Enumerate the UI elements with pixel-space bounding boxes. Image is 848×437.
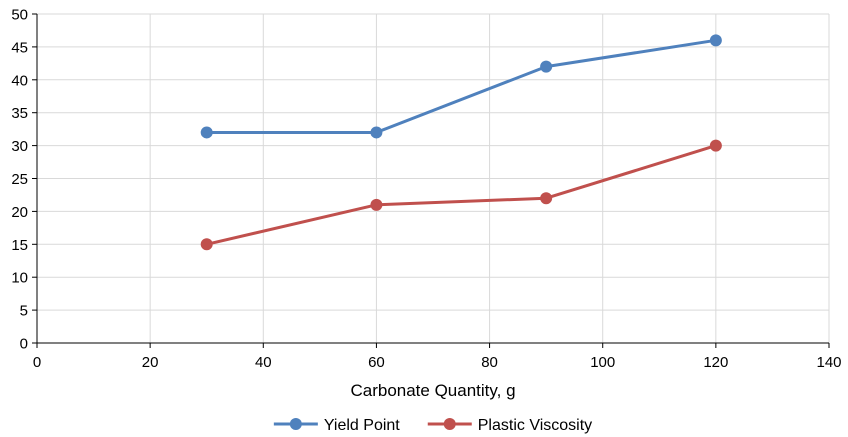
- plastic-viscosity-series-line: [206, 144, 717, 246]
- plastic-viscosity-data-point: [200, 238, 213, 251]
- plastic-viscosity-data-point: [709, 139, 722, 152]
- grid-lines: [37, 13, 830, 343]
- y-tick-label: 35: [11, 105, 28, 122]
- y-tick-label: 50: [11, 7, 28, 24]
- y-tick-label: 30: [11, 138, 28, 155]
- x-tick-label: 120: [703, 354, 728, 371]
- axes: [32, 13, 830, 348]
- y-tick-label: 20: [11, 204, 28, 221]
- legend-label: Plastic Viscosity: [478, 417, 592, 434]
- yield-point-data-point: [540, 60, 553, 73]
- y-tick-label: 45: [11, 39, 28, 56]
- x-tick-label: 100: [590, 354, 615, 371]
- y-tick-label: 10: [11, 270, 28, 287]
- x-tick-label: 20: [142, 354, 159, 371]
- yield-point-series-line: [206, 38, 717, 134]
- plastic-viscosity-data-point: [370, 198, 383, 211]
- x-tick-label: 0: [33, 354, 41, 371]
- legend-label: Yield Point: [324, 417, 400, 434]
- yield-point-data-point: [709, 34, 722, 47]
- y-tick-labels: 0 5 10 15 20 25 30 35 40 45 50: [11, 7, 28, 353]
- yield-point-data-point: [370, 126, 383, 139]
- legend-swatch-marker: [289, 418, 302, 430]
- legend: Yield Point Plastic Viscosity: [273, 417, 592, 434]
- x-tick-label: 60: [368, 354, 385, 371]
- x-tick-labels: 0 20 40 60 80 100 120 140: [33, 354, 842, 371]
- y-tick-label: 0: [20, 336, 28, 353]
- legend-item-plastic-viscosity: Plastic Viscosity: [427, 417, 592, 434]
- y-tick-label: 25: [11, 171, 28, 188]
- plastic-viscosity-data-point: [540, 192, 553, 205]
- x-tick-label: 80: [481, 354, 498, 371]
- y-tick-label: 15: [11, 237, 28, 254]
- x-tick-label: 40: [255, 354, 272, 371]
- y-tick-label: 40: [11, 72, 28, 89]
- legend-item-yield-point: Yield Point: [273, 417, 400, 434]
- y-tick-label: 5: [20, 303, 28, 320]
- yield-point-data-point: [200, 126, 213, 139]
- series: [200, 34, 722, 251]
- x-tick-label: 140: [816, 354, 841, 371]
- legend-swatch-marker: [443, 418, 456, 430]
- x-axis-label: Carbonate Quantity, g: [350, 381, 515, 400]
